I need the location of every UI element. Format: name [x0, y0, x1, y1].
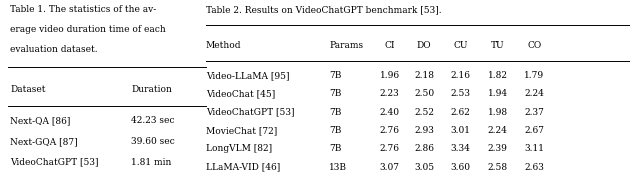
Text: Method: Method — [206, 41, 241, 50]
Text: 7B: 7B — [329, 108, 341, 117]
Text: LLaMA-VID [46]: LLaMA-VID [46] — [206, 163, 280, 172]
Text: 2.53: 2.53 — [451, 89, 471, 98]
Text: 2.24: 2.24 — [524, 89, 544, 98]
Text: LongVLM [82]: LongVLM [82] — [206, 144, 272, 153]
Text: 2.67: 2.67 — [524, 126, 544, 135]
Text: CI: CI — [384, 41, 395, 50]
Text: Video-LLaMA [95]: Video-LLaMA [95] — [206, 71, 289, 80]
Text: 1.79: 1.79 — [524, 71, 544, 80]
Text: 2.86: 2.86 — [414, 144, 434, 153]
Text: Next-GQA [87]: Next-GQA [87] — [10, 137, 78, 146]
Text: 3.34: 3.34 — [451, 144, 471, 153]
Text: 1.98: 1.98 — [488, 108, 508, 117]
Text: 7B: 7B — [329, 71, 341, 80]
Text: VideoChat [45]: VideoChat [45] — [206, 89, 275, 98]
Text: 2.39: 2.39 — [488, 144, 508, 153]
Text: Params: Params — [329, 41, 363, 50]
Text: Next-QA [86]: Next-QA [86] — [10, 116, 71, 125]
Text: 3.60: 3.60 — [451, 163, 471, 172]
Text: 2.23: 2.23 — [380, 89, 399, 98]
Text: Dataset: Dataset — [10, 85, 46, 94]
Text: TU: TU — [491, 41, 504, 50]
Text: 7B: 7B — [329, 126, 341, 135]
Text: MovieChat [72]: MovieChat [72] — [206, 126, 277, 135]
Text: 2.76: 2.76 — [380, 144, 399, 153]
Text: 42.23 sec: 42.23 sec — [131, 116, 175, 125]
Text: Duration: Duration — [131, 85, 172, 94]
Text: 2.62: 2.62 — [451, 108, 471, 117]
Text: evaluation dataset.: evaluation dataset. — [10, 46, 98, 54]
Text: 1.94: 1.94 — [488, 89, 508, 98]
Text: VideoChatGPT [53]: VideoChatGPT [53] — [206, 108, 294, 117]
Text: 2.52: 2.52 — [414, 108, 434, 117]
Text: 2.18: 2.18 — [414, 71, 434, 80]
Text: 39.60 sec: 39.60 sec — [131, 137, 175, 146]
Text: CO: CO — [527, 41, 541, 50]
Text: CU: CU — [454, 41, 468, 50]
Text: 2.93: 2.93 — [414, 126, 434, 135]
Text: erage video duration time of each: erage video duration time of each — [10, 25, 166, 34]
Text: 3.07: 3.07 — [380, 163, 399, 172]
Text: 2.37: 2.37 — [524, 108, 544, 117]
Text: 2.58: 2.58 — [488, 163, 508, 172]
Text: 1.96: 1.96 — [380, 71, 399, 80]
Text: 1.81 min: 1.81 min — [131, 158, 172, 167]
Text: Table 2. Results on VideoChatGPT benchmark [53].: Table 2. Results on VideoChatGPT benchma… — [206, 5, 442, 14]
Text: 2.16: 2.16 — [451, 71, 471, 80]
Text: 3.01: 3.01 — [451, 126, 471, 135]
Text: 3.11: 3.11 — [524, 144, 544, 153]
Text: 2.40: 2.40 — [380, 108, 399, 117]
Text: 2.24: 2.24 — [488, 126, 508, 135]
Text: 2.63: 2.63 — [524, 163, 544, 172]
Text: DO: DO — [417, 41, 431, 50]
Text: 2.76: 2.76 — [380, 126, 399, 135]
Text: Table 1. The statistics of the av-: Table 1. The statistics of the av- — [10, 5, 157, 14]
Text: 7B: 7B — [329, 144, 341, 153]
Text: 1.82: 1.82 — [488, 71, 508, 80]
Text: 7B: 7B — [329, 89, 341, 98]
Text: 3.05: 3.05 — [414, 163, 434, 172]
Text: 2.50: 2.50 — [414, 89, 434, 98]
Text: 13B: 13B — [329, 163, 347, 172]
Text: VideoChatGPT [53]: VideoChatGPT [53] — [10, 158, 99, 167]
